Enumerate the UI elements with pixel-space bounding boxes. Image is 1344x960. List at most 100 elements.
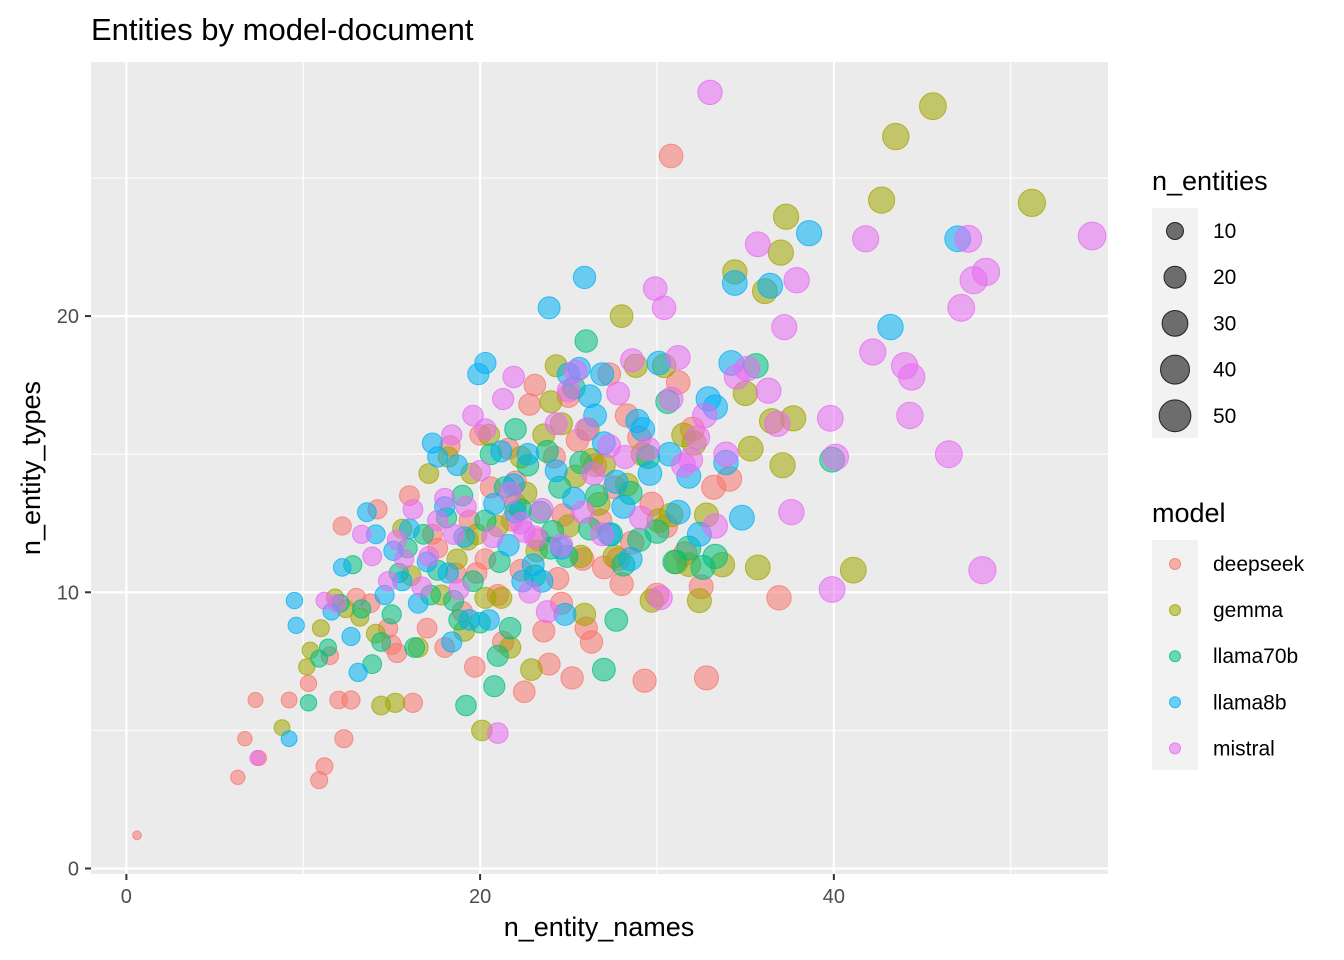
data-point-gemma	[919, 92, 947, 121]
data-point-llama8b	[446, 454, 468, 477]
x-tick-label: 0	[121, 886, 132, 908]
color-legend-title: model	[1152, 498, 1226, 528]
x-axis-title: n_entity_names	[504, 912, 695, 942]
data-point-llama8b	[490, 440, 513, 463]
data-point-mistral	[822, 443, 849, 471]
data-point-mistral	[327, 594, 347, 613]
data-point-deepseek	[386, 642, 408, 664]
data-point-mistral	[692, 402, 718, 429]
data-point-deepseek	[766, 585, 792, 611]
data-point-gemma	[385, 692, 406, 713]
data-point-mistral	[934, 440, 963, 469]
data-point-mistral	[613, 444, 638, 470]
data-point-llama8b	[757, 272, 784, 299]
data-point-llama70b	[574, 329, 598, 353]
data-point-llama8b	[544, 459, 568, 483]
data-point-deepseek	[332, 516, 352, 536]
data-point-mistral	[852, 225, 880, 253]
data-point-mistral	[778, 499, 805, 526]
data-point-llama70b	[535, 439, 559, 463]
data-point-mistral	[574, 417, 598, 441]
data-point-mistral	[702, 513, 728, 539]
data-point-llama8b	[877, 313, 904, 341]
data-point-llama8b	[478, 609, 500, 631]
data-point-deepseek	[513, 680, 536, 704]
data-point-mistral	[818, 576, 846, 603]
data-point-llama8b	[729, 504, 755, 531]
size-legend-label: 50	[1213, 405, 1236, 428]
data-point-mistral	[658, 386, 684, 412]
color-legend-label-llama8b: llama8b	[1213, 691, 1287, 714]
data-point-llama8b	[604, 469, 629, 494]
data-point-mistral	[898, 363, 926, 391]
data-point-mistral	[783, 267, 810, 294]
y-axis-title: n_entity_types	[16, 381, 46, 555]
color-legend-label-deepseek: deepseek	[1213, 553, 1305, 576]
data-point-llama70b	[404, 637, 426, 658]
data-point-deepseek	[315, 757, 334, 776]
data-point-llama8b	[341, 626, 361, 647]
data-point-gemma	[490, 586, 513, 609]
y-tick-label: 10	[57, 582, 79, 604]
data-point-mistral	[386, 529, 408, 550]
chart-title: Entities by model-document	[91, 12, 474, 47]
data-point-llama8b	[516, 442, 540, 466]
data-point-mistral	[648, 585, 673, 611]
data-point-mistral	[620, 348, 645, 373]
data-point-gemma	[839, 556, 867, 584]
data-point-mistral	[481, 525, 504, 549]
data-point-llama70b	[352, 599, 372, 619]
data-point-mistral	[411, 576, 433, 598]
major-gridlines	[91, 62, 1108, 874]
data-point-deepseek	[247, 692, 264, 708]
data-point-deepseek	[532, 619, 556, 643]
data-point-llama8b	[441, 631, 463, 653]
data-point-mistral	[492, 387, 515, 411]
data-point-llama8b	[796, 220, 823, 247]
data-point-llama8b	[427, 446, 449, 468]
data-point-deepseek	[237, 731, 253, 747]
data-point-mistral	[535, 600, 559, 624]
x-tick-label: 40	[823, 886, 845, 908]
color-legend-key-deepseek	[1169, 558, 1181, 570]
data-point-mistral	[518, 581, 541, 604]
data-point-llama70b	[381, 604, 402, 625]
data-point-llama70b	[483, 675, 506, 698]
data-point-mistral	[549, 533, 574, 557]
data-point-deepseek	[523, 373, 547, 397]
data-point-mistral	[590, 522, 615, 547]
data-point-mistral	[771, 314, 798, 341]
data-point-llama8b	[458, 609, 481, 631]
data-point-mistral	[443, 523, 465, 545]
data-point-gemma	[769, 452, 796, 479]
data-point-mistral	[441, 424, 463, 446]
data-point-mistral	[859, 338, 887, 366]
data-point-mistral	[1077, 221, 1107, 251]
data-point-mistral	[513, 520, 536, 543]
size-legend-key	[1158, 399, 1192, 433]
data-point-llama8b	[285, 591, 304, 610]
data-point-gemma	[572, 602, 597, 627]
data-point-gemma	[1017, 188, 1047, 217]
data-point-mistral	[418, 546, 440, 567]
data-point-llama70b	[604, 608, 629, 632]
color-legend-key-mistral	[1169, 742, 1181, 755]
data-point-gemma	[737, 435, 764, 462]
data-point-mistral	[571, 500, 595, 524]
y-axis: 0 10 20	[57, 306, 91, 880]
data-point-llama8b	[721, 270, 748, 296]
color-legend-label-llama70b: llama70b	[1213, 645, 1298, 668]
data-point-gemma	[744, 554, 771, 581]
size-legend-label: 20	[1213, 266, 1236, 289]
data-point-llama70b	[644, 519, 670, 544]
data-point-deepseek	[518, 393, 541, 416]
data-point-mistral	[678, 447, 704, 473]
x-axis: 0 20 40	[121, 874, 845, 908]
data-point-deepseek	[230, 769, 246, 785]
color-legend-key-llama70b	[1169, 650, 1181, 663]
data-point-gemma	[539, 390, 563, 414]
data-point-deepseek	[132, 830, 142, 841]
data-point-mistral	[968, 556, 997, 585]
data-point-llama8b	[665, 499, 691, 525]
data-point-llama70b	[702, 543, 728, 570]
